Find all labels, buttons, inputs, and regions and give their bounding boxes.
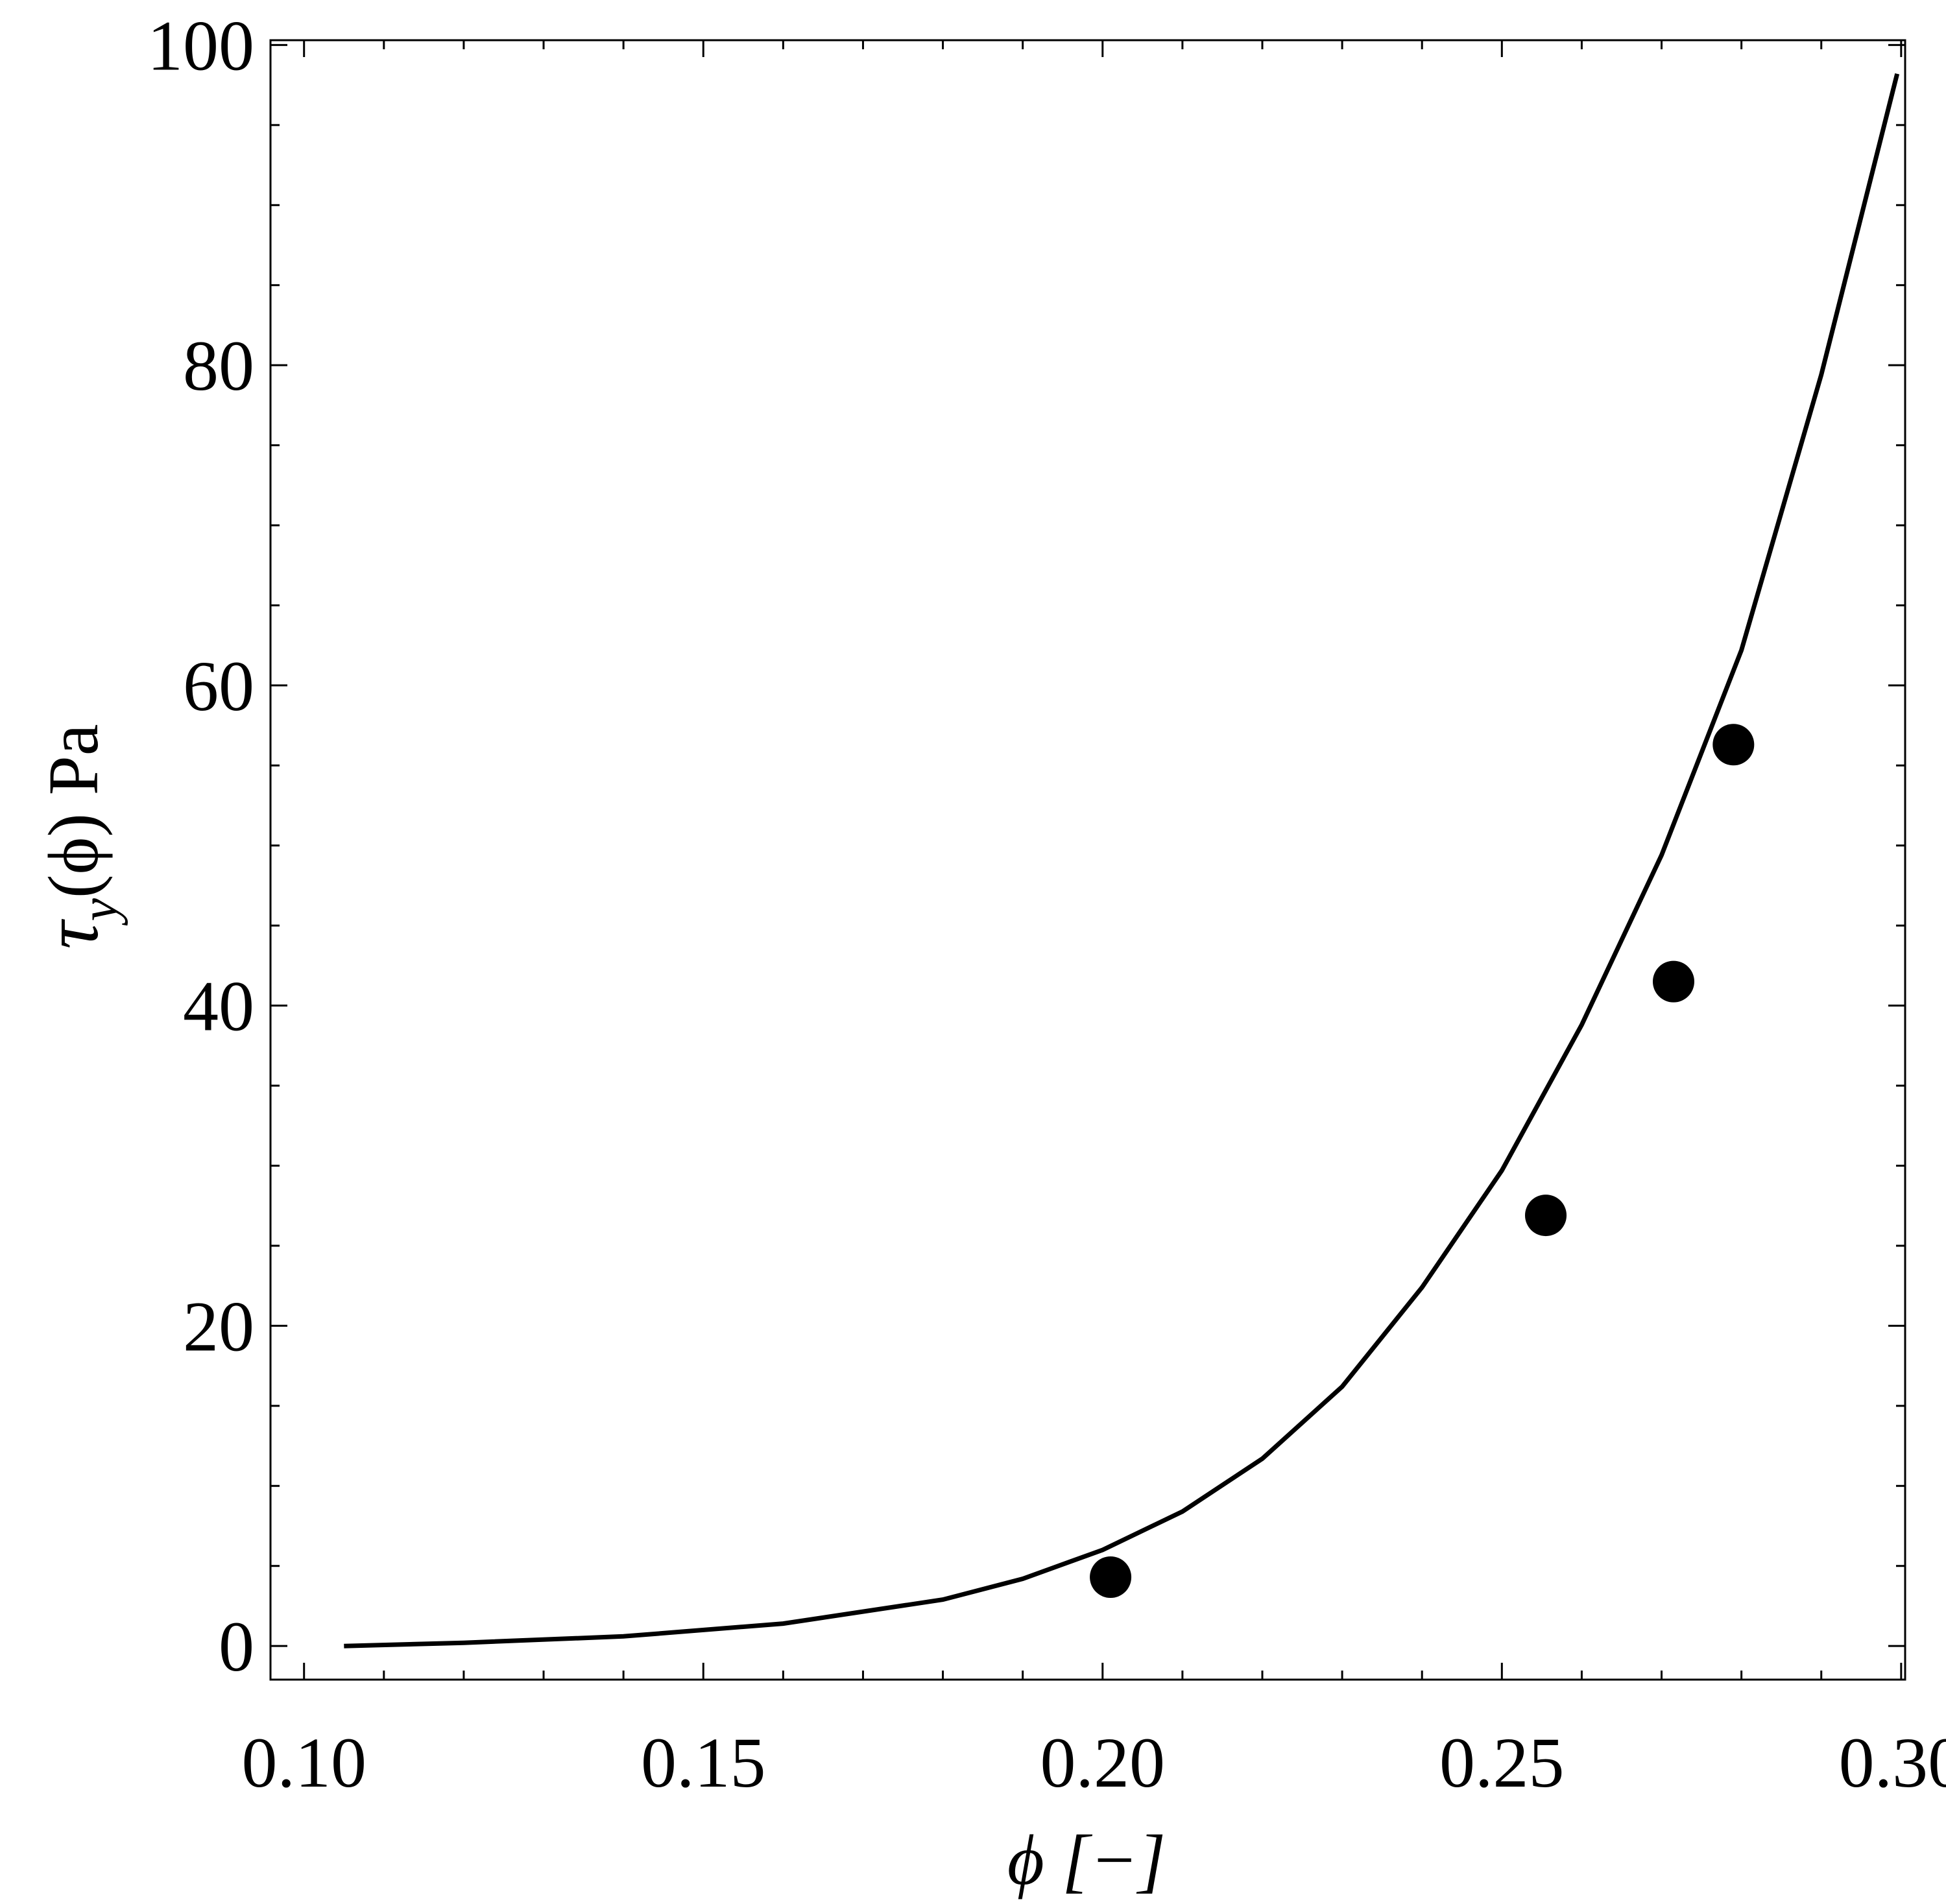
y-tick-label: 100 bbox=[147, 6, 254, 85]
y-axis-label-tau: τ bbox=[28, 919, 114, 949]
fit-curve bbox=[344, 73, 1900, 1648]
data-point bbox=[1090, 1556, 1132, 1598]
data-point bbox=[1712, 724, 1755, 766]
y-tick-label: 40 bbox=[183, 967, 254, 1046]
x-tick-label: 0.15 bbox=[641, 1723, 766, 1802]
y-axis-label: τy(ϕ) Pa bbox=[28, 724, 128, 949]
x-tick-label: 0.30 bbox=[1839, 1723, 1946, 1802]
plot-frame bbox=[269, 39, 1906, 1681]
svg-text:τy(ϕ) Pa: τy(ϕ) Pa bbox=[28, 724, 128, 949]
y-axis-label-rest: (ϕ) Pa bbox=[34, 724, 113, 898]
axis-ticks bbox=[270, 40, 1905, 1680]
y-tick-label: 60 bbox=[183, 647, 254, 726]
x-tick-label: 0.10 bbox=[241, 1723, 366, 1802]
y-tick-label: 80 bbox=[183, 326, 254, 405]
x-axis-label: ϕ [−] bbox=[1007, 1820, 1166, 1899]
axis-tick-labels: 0.10 0.15 0.20 0.25 0.30 0 20 40 60 80 100 bbox=[147, 6, 1946, 1802]
data-point bbox=[1525, 1195, 1567, 1237]
y-axis-label-sub: y bbox=[71, 898, 128, 926]
x-tick-label: 0.25 bbox=[1439, 1723, 1565, 1802]
y-tick-label: 20 bbox=[183, 1287, 254, 1366]
y-tick-label: 0 bbox=[219, 1607, 254, 1686]
x-tick-label: 0.20 bbox=[1040, 1723, 1166, 1802]
data-point bbox=[1652, 960, 1694, 1003]
data-points bbox=[1090, 724, 1755, 1598]
